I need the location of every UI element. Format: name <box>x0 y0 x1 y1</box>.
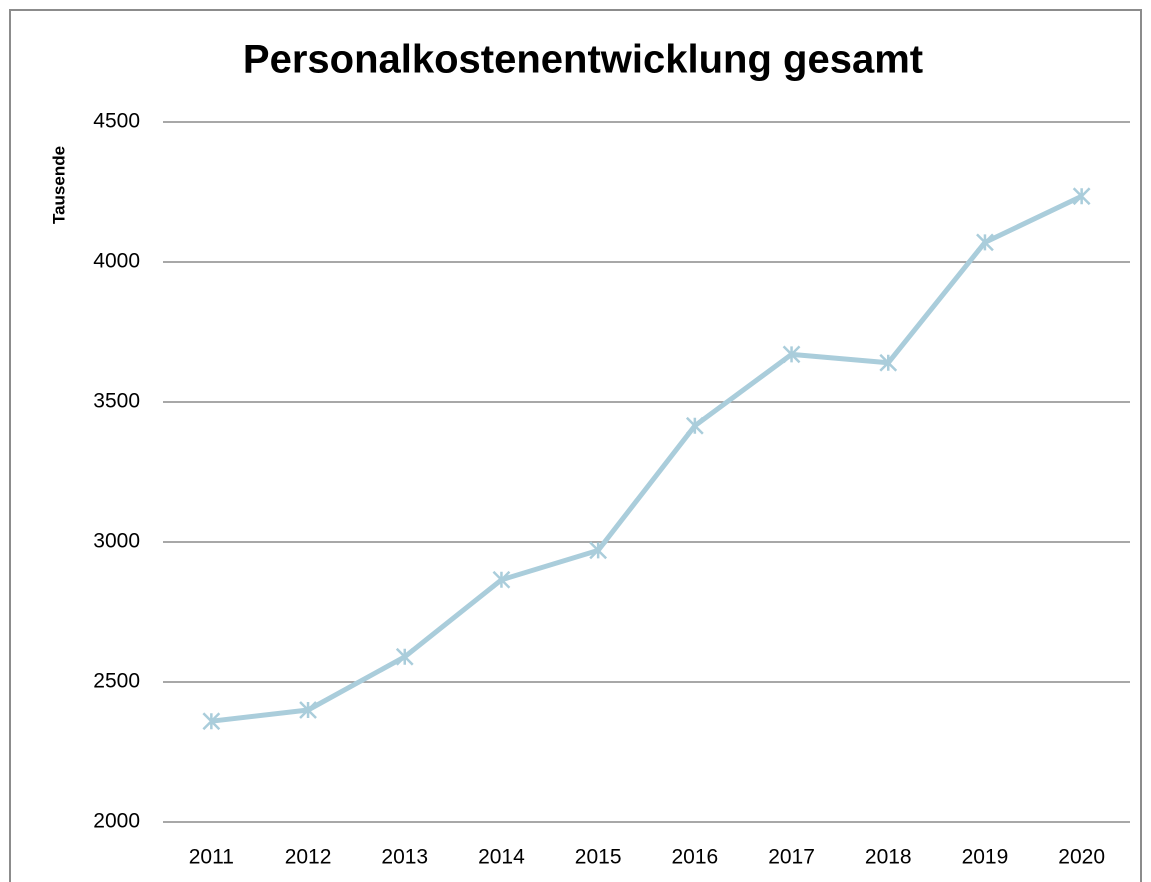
x-tick-label: 2016 <box>671 846 718 869</box>
x-tick-label: 2014 <box>478 846 525 869</box>
data-line <box>211 193 1083 724</box>
x-tick-label: 2018 <box>865 846 912 869</box>
data-marker <box>976 233 994 252</box>
data-marker <box>492 570 511 589</box>
data-marker <box>395 647 414 666</box>
x-tick-label: 2015 <box>575 846 622 869</box>
x-tick-label: 2017 <box>768 846 815 869</box>
x-tick-label: 2019 <box>962 846 1009 869</box>
y-axis-label: Tausende <box>49 146 68 224</box>
data-marker <box>685 416 704 435</box>
data-marker <box>299 701 317 719</box>
y-tick-label: 3000 <box>93 530 140 553</box>
data-marker <box>202 712 221 731</box>
y-tick-label: 4500 <box>93 110 140 133</box>
y-tick-label: 3500 <box>93 390 140 413</box>
x-tick-label: 2013 <box>381 846 428 869</box>
chart-frame <box>9 9 1142 882</box>
data-marker <box>879 353 898 372</box>
chart-title: Personalkostenentwicklung gesamt <box>243 38 923 82</box>
x-tick-label: 2020 <box>1058 846 1105 869</box>
y-tick-label: 2000 <box>93 810 140 833</box>
y-tick-label: 2500 <box>93 670 140 693</box>
data-marker <box>1072 187 1091 206</box>
y-tick-label: 4000 <box>93 250 140 273</box>
x-tick-label: 2012 <box>285 846 332 869</box>
data-marker <box>782 345 801 364</box>
data-marker <box>589 541 608 560</box>
x-tick-label: 2011 <box>189 846 234 869</box>
